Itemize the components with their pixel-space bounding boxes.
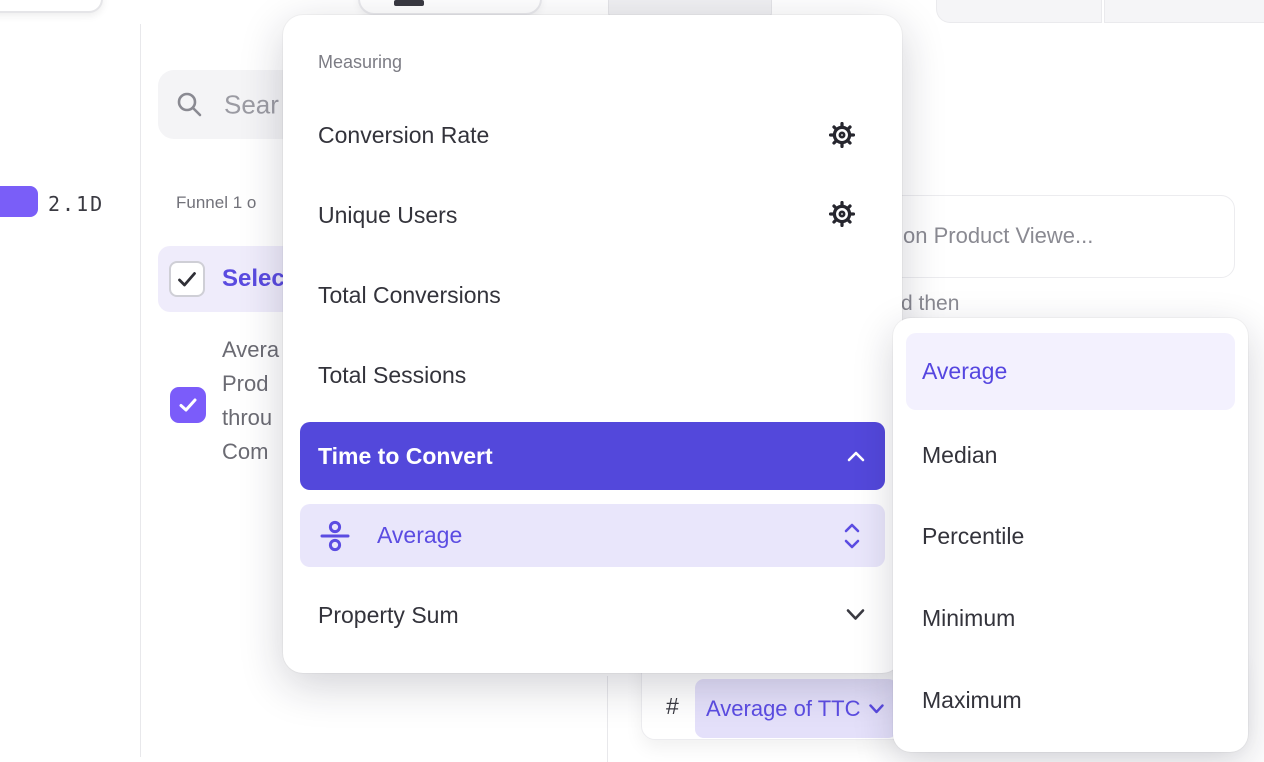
event-step-card[interactable]: on Product Viewe...: [850, 195, 1235, 278]
select-steps-checkbox[interactable]: [169, 261, 205, 297]
conversion-window-label: 2.1D: [48, 192, 105, 216]
metric-checkbox-checked[interactable]: [170, 387, 206, 423]
numeric-metric-icon: #: [666, 693, 679, 719]
series-color-bar: [0, 186, 38, 217]
top-right-segment-right: [1104, 0, 1264, 23]
chevron-up-icon: [847, 451, 865, 461]
agg-average-label: Average: [922, 358, 1008, 384]
checkmark-icon: [178, 271, 196, 286]
trigger-handle-bar: [394, 0, 424, 6]
measuring-dropdown-trigger[interactable]: [358, 0, 542, 15]
agg-item-minimum[interactable]: Minimum: [922, 605, 1016, 631]
menu-item-property-sum[interactable]: Property Sum: [318, 602, 459, 628]
average-of-ttc-chip[interactable]: Average of TTC: [695, 679, 897, 738]
chevron-up-down-icon: [844, 523, 860, 548]
top-right-segment-left: [936, 0, 1102, 23]
top-left-card-corner: [0, 0, 103, 13]
left-panel-divider: [140, 24, 141, 757]
measuring-menu-title: Measuring: [318, 52, 403, 72]
agg-item-average[interactable]: Average: [906, 333, 1235, 410]
checkmark-icon: [179, 398, 197, 412]
metric-description-line: Prod: [222, 371, 269, 396]
event-step-label: on Product Viewe...: [903, 223, 1094, 248]
metric-description: Avera Prod throu Com: [222, 333, 342, 469]
chevron-down-icon: [869, 703, 885, 713]
mid-panel-divider: [607, 676, 608, 762]
average-distribution-icon: [320, 520, 350, 551]
aggregation-menu: Average Median Percentile Minimum Maximu…: [893, 318, 1248, 752]
measuring-menu: Measuring Conversion Rate Unique Users T…: [283, 15, 902, 673]
menu-item-conversion-rate[interactable]: Conversion Rate: [318, 122, 490, 148]
search-icon: [177, 92, 202, 117]
chevron-down-icon[interactable]: [846, 608, 865, 621]
funnel-count-label: Funnel 1 o: [176, 193, 257, 212]
metric-description-line: Avera: [222, 337, 280, 362]
gear-icon[interactable]: [829, 122, 855, 148]
metric-description-line: Com: [222, 439, 269, 464]
menu-item-unique-users[interactable]: Unique Users: [318, 202, 458, 228]
and-then-connector-label: d then: [901, 292, 960, 315]
agg-item-maximum[interactable]: Maximum: [922, 687, 1022, 713]
metric-description-line: throu: [222, 405, 273, 430]
menu-item-ttc-average[interactable]: Average: [300, 504, 885, 567]
agg-item-percentile[interactable]: Percentile: [922, 523, 1025, 549]
agg-item-median[interactable]: Median: [922, 442, 998, 468]
menu-item-total-conversions[interactable]: Total Conversions: [318, 282, 501, 308]
ttc-average-label: Average: [377, 522, 463, 548]
time-to-convert-label: Time to Convert: [318, 442, 493, 469]
menu-item-total-sessions[interactable]: Total Sessions: [318, 362, 467, 388]
menu-item-time-to-convert[interactable]: Time to Convert: [300, 422, 885, 490]
average-of-ttc-label: Average of TTC: [706, 695, 861, 721]
select-steps-label: Selec: [222, 265, 285, 292]
search-placeholder: Sear: [224, 89, 279, 119]
gear-icon[interactable]: [829, 201, 855, 227]
